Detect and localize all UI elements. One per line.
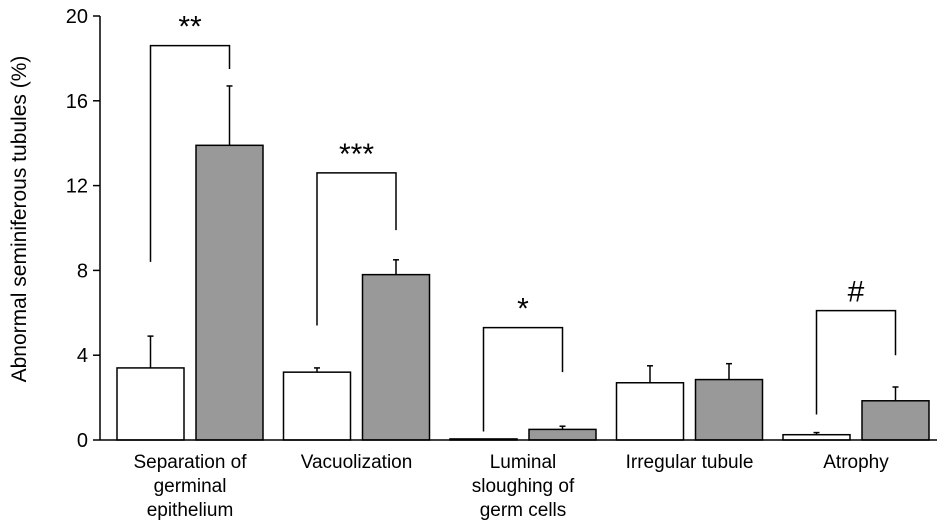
y-tick-label: 4 bbox=[77, 345, 88, 367]
significance-label: # bbox=[848, 276, 865, 309]
significance-label: * bbox=[517, 293, 529, 326]
significance-bracket bbox=[815, 309, 897, 415]
category-label: Luminal bbox=[490, 452, 557, 473]
category-label: Vacuolization bbox=[301, 452, 413, 473]
significance-label: ** bbox=[178, 11, 202, 44]
category-labels: Separation of germinal epithelium Vacuoliza… bbox=[133, 452, 889, 521]
category-label: epithelium bbox=[147, 500, 234, 521]
bar-control-1 bbox=[282, 371, 352, 441]
significance-bracket bbox=[316, 172, 397, 326]
bar-control-4 bbox=[782, 433, 851, 441]
bar-treated-1 bbox=[361, 273, 431, 441]
y-tick-label: 0 bbox=[77, 430, 88, 452]
y-tick-label: 20 bbox=[66, 6, 88, 28]
bar-treated-2 bbox=[528, 428, 597, 441]
bar-treated-3 bbox=[694, 378, 764, 441]
category-label: sloughing of bbox=[472, 476, 575, 497]
error-bars bbox=[147, 85, 899, 435]
y-tick-label: 8 bbox=[77, 260, 88, 282]
significance-label: *** bbox=[339, 138, 374, 171]
category-label: germ cells bbox=[480, 500, 567, 521]
category-label: Irregular tubule bbox=[626, 452, 754, 473]
bar-treated-0 bbox=[195, 144, 264, 441]
significance-bracket bbox=[482, 326, 564, 432]
bar-treated-4 bbox=[861, 400, 930, 441]
category-label: germinal bbox=[154, 476, 227, 497]
bar-control-3 bbox=[615, 382, 685, 441]
y-tick-label: 16 bbox=[66, 91, 88, 113]
y-axis-label: Abnormal seminiferous tubules (%) bbox=[8, 56, 31, 383]
y-axis-ticks: 0 4 8 12 16 20 bbox=[66, 6, 100, 452]
category-label: Separation of bbox=[133, 452, 247, 473]
significance-brackets: ******# bbox=[149, 11, 897, 432]
bars bbox=[116, 144, 930, 441]
category-label: Atrophy bbox=[823, 452, 889, 473]
bar-control-0 bbox=[116, 367, 185, 441]
y-tick-label: 12 bbox=[66, 176, 88, 198]
significance-bracket bbox=[149, 44, 231, 262]
